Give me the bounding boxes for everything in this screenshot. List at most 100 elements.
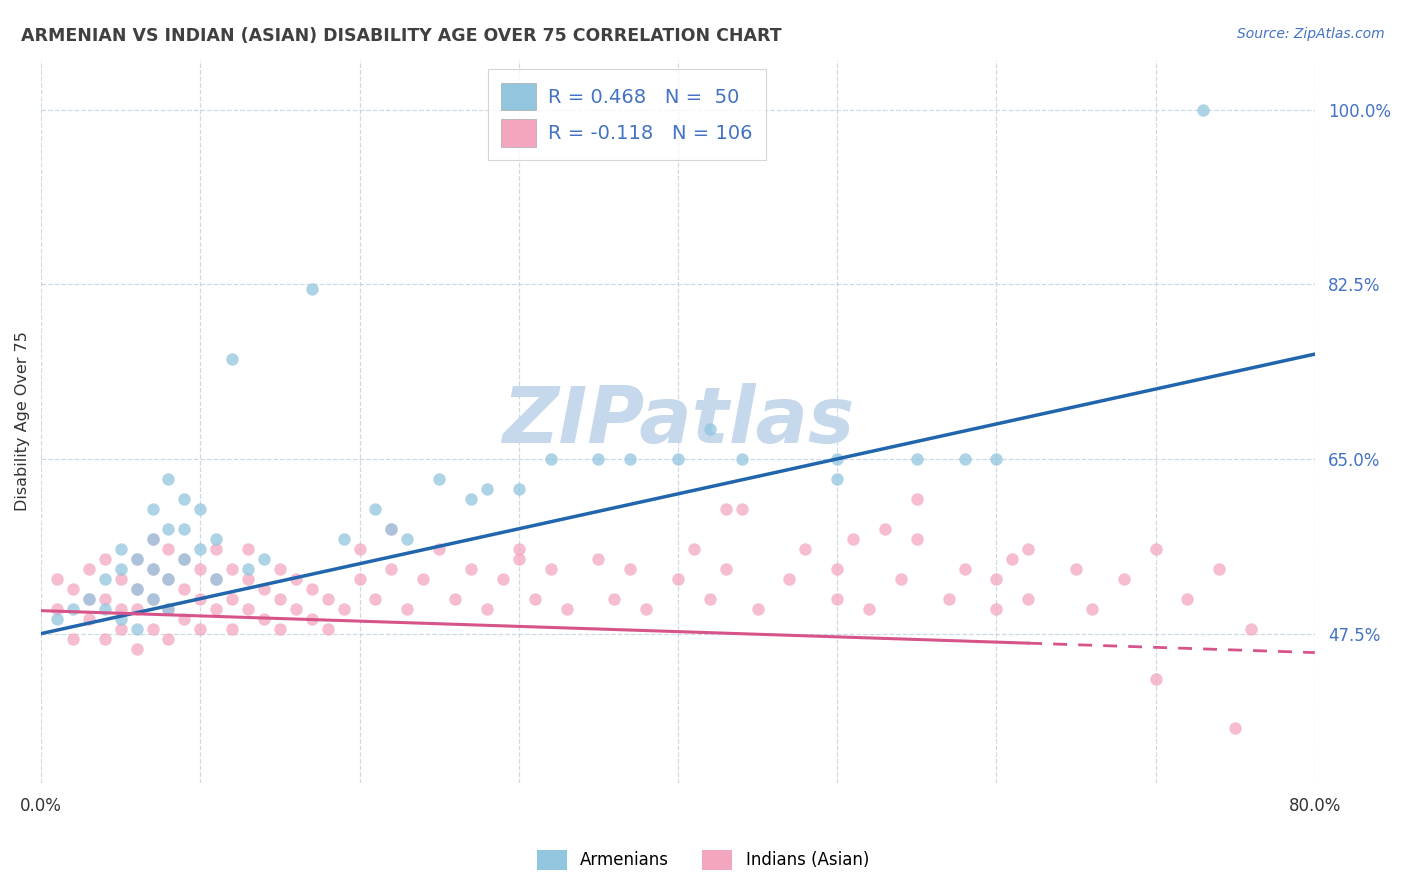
Point: [157, 572, 180, 586]
Point: [46, 601, 69, 615]
Point: [125, 582, 148, 596]
Point: [508, 482, 530, 496]
Point: [62, 601, 84, 615]
Point: [157, 632, 180, 646]
Point: [253, 582, 276, 596]
Point: [778, 572, 800, 586]
Point: [221, 562, 243, 576]
Point: [588, 551, 610, 566]
Point: [157, 472, 180, 486]
Point: [938, 591, 960, 606]
Point: [364, 591, 387, 606]
Text: Source: ZipAtlas.com: Source: ZipAtlas.com: [1237, 27, 1385, 41]
Point: [842, 532, 865, 546]
Point: [125, 641, 148, 656]
Text: ARMENIAN VS INDIAN (ASIAN) DISABILITY AGE OVER 75 CORRELATION CHART: ARMENIAN VS INDIAN (ASIAN) DISABILITY AG…: [21, 27, 782, 45]
Point: [683, 541, 706, 556]
Point: [1144, 541, 1167, 556]
Point: [1064, 562, 1087, 576]
Point: [142, 622, 165, 636]
Point: [284, 572, 307, 586]
Point: [364, 501, 387, 516]
Point: [1225, 722, 1247, 736]
Point: [1001, 551, 1024, 566]
Point: [396, 532, 419, 546]
Point: [380, 562, 402, 576]
Point: [205, 532, 228, 546]
Point: [188, 501, 211, 516]
Point: [173, 551, 195, 566]
Point: [1112, 572, 1135, 586]
Point: [890, 572, 912, 586]
Point: [221, 352, 243, 367]
Legend: R = 0.468   N =  50, R = -0.118   N = 106: R = 0.468 N = 50, R = -0.118 N = 106: [488, 70, 766, 161]
Point: [142, 501, 165, 516]
Point: [619, 562, 641, 576]
Point: [905, 491, 928, 506]
Point: [46, 572, 69, 586]
Point: [540, 562, 562, 576]
Point: [1144, 672, 1167, 686]
Point: [94, 551, 117, 566]
Point: [188, 541, 211, 556]
Point: [1177, 591, 1199, 606]
Point: [157, 601, 180, 615]
Point: [173, 612, 195, 626]
Point: [62, 632, 84, 646]
Point: [380, 522, 402, 536]
Point: [77, 562, 100, 576]
Point: [94, 591, 117, 606]
Point: [475, 601, 498, 615]
Point: [94, 601, 117, 615]
Point: [142, 562, 165, 576]
Point: [380, 522, 402, 536]
Point: [110, 601, 132, 615]
Point: [301, 582, 323, 596]
Point: [747, 601, 769, 615]
Point: [825, 451, 848, 466]
Point: [110, 612, 132, 626]
Point: [986, 601, 1008, 615]
Point: [825, 591, 848, 606]
Point: [157, 522, 180, 536]
Point: [396, 601, 419, 615]
Point: [205, 541, 228, 556]
Point: [588, 451, 610, 466]
Point: [953, 562, 976, 576]
Point: [269, 562, 291, 576]
Point: [636, 601, 658, 615]
Point: [236, 601, 259, 615]
Point: [173, 491, 195, 506]
Point: [142, 591, 165, 606]
Point: [301, 612, 323, 626]
Point: [173, 522, 195, 536]
Point: [1017, 591, 1039, 606]
Point: [236, 572, 259, 586]
Point: [269, 591, 291, 606]
Point: [730, 501, 752, 516]
Y-axis label: Disability Age Over 75: Disability Age Over 75: [15, 332, 30, 511]
Point: [205, 572, 228, 586]
Point: [953, 451, 976, 466]
Point: [94, 632, 117, 646]
Point: [142, 591, 165, 606]
Point: [142, 532, 165, 546]
Point: [986, 572, 1008, 586]
Point: [157, 601, 180, 615]
Point: [873, 522, 896, 536]
Point: [188, 562, 211, 576]
Point: [986, 451, 1008, 466]
Point: [173, 551, 195, 566]
Point: [125, 551, 148, 566]
Point: [427, 541, 450, 556]
Point: [492, 572, 515, 586]
Point: [460, 562, 482, 576]
Point: [253, 551, 276, 566]
Point: [205, 601, 228, 615]
Text: ZIPatlas: ZIPatlas: [502, 384, 853, 459]
Point: [825, 472, 848, 486]
Point: [316, 591, 339, 606]
Point: [284, 601, 307, 615]
Point: [427, 472, 450, 486]
Point: [46, 612, 69, 626]
